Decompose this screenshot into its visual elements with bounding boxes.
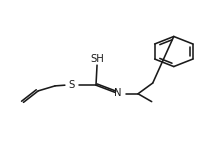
Text: N: N bbox=[114, 88, 122, 98]
Text: S: S bbox=[69, 80, 75, 90]
Text: SH: SH bbox=[90, 54, 104, 64]
